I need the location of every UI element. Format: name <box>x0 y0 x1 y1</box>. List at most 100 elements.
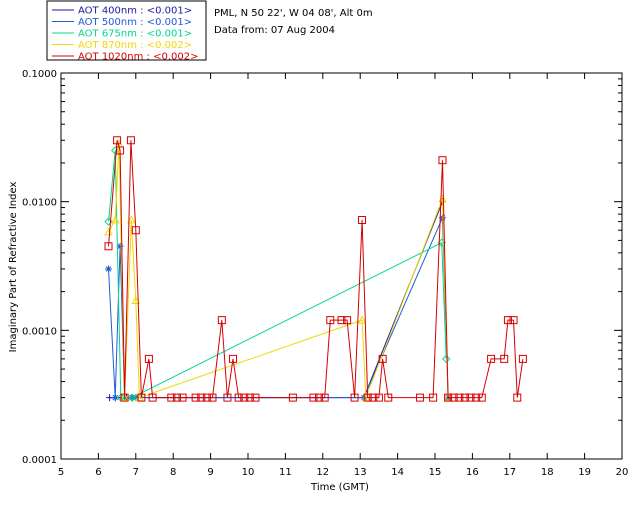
data-point <box>110 215 120 224</box>
data-point <box>466 393 475 402</box>
x-tick-label: 8 <box>170 467 176 478</box>
data-point <box>487 354 496 363</box>
data-point <box>111 146 120 155</box>
data-point <box>416 393 425 402</box>
data-point <box>320 393 329 402</box>
data-point <box>104 265 112 273</box>
data-point <box>503 316 512 325</box>
legend-item-1: AOT 400nm : <0.001> <box>52 6 192 17</box>
plot-frame <box>60 72 623 460</box>
data-point <box>513 393 522 402</box>
data-point <box>444 393 453 402</box>
y-axis-label: Imaginary Part of Refractive Index <box>8 182 19 353</box>
legend-items: AOT 400nm : <0.001>AOT 500nm : <0.001> AO… <box>52 6 198 63</box>
data-point <box>477 393 486 402</box>
legend-item-4: AOT 870nm : <0.002> <box>52 40 192 51</box>
legend-item-2: AOT 500nm : <0.001> <box>52 17 192 28</box>
data-point <box>116 146 125 155</box>
data-point <box>343 316 352 325</box>
data-point <box>518 354 527 363</box>
data-point <box>442 354 451 364</box>
x-tick-label: 12 <box>316 467 329 478</box>
x-tick-label: 11 <box>279 467 292 478</box>
x-tick-label: 16 <box>466 467 479 478</box>
series-line <box>108 217 449 399</box>
data-point <box>217 316 226 325</box>
data-point <box>460 393 469 402</box>
data-point <box>378 354 387 363</box>
legend: AOT 400nm : <0.001>AOT 500nm : <0.001> AO… <box>46 0 207 63</box>
data-point <box>315 393 324 402</box>
data-point <box>202 393 211 402</box>
data-point <box>104 227 113 236</box>
data-point <box>326 316 335 325</box>
data-point <box>223 393 232 402</box>
x-tick-label: 18 <box>541 467 554 478</box>
data-point <box>126 136 135 145</box>
data-point <box>240 393 249 402</box>
data-point <box>116 242 124 250</box>
x-tick-label: 10 <box>242 467 255 478</box>
data-point <box>337 316 346 325</box>
x-tick-label: 14 <box>391 467 404 478</box>
y-tick-label: 0.0001 <box>22 455 57 466</box>
data-point <box>172 393 181 402</box>
data-point <box>113 136 122 145</box>
series-3 <box>104 146 451 402</box>
axes: 5 6 7 8 9 10 11 12 13 14 15 16 17 18 19 20 0.0001 0.0010 0… <box>22 69 628 478</box>
data-point <box>197 393 206 402</box>
data-point <box>438 214 446 222</box>
data-point <box>500 354 509 363</box>
data-point <box>127 393 137 402</box>
data-point <box>357 315 367 324</box>
data-point <box>191 393 200 402</box>
series-line <box>108 140 524 399</box>
data-point <box>131 226 140 235</box>
series-layer <box>104 136 527 402</box>
data-point <box>131 296 141 304</box>
series-line <box>108 144 449 399</box>
y-tick-label: 0.0100 <box>22 198 57 209</box>
series-1 <box>106 198 446 402</box>
data-point <box>245 393 254 402</box>
data-point <box>350 393 359 402</box>
data-point <box>120 393 129 401</box>
data-point <box>137 393 146 402</box>
data-point <box>472 393 481 402</box>
series-line <box>108 150 447 399</box>
x-tick-label: 6 <box>95 467 101 478</box>
data-point <box>251 393 260 402</box>
data-point <box>126 215 136 224</box>
data-point <box>178 393 187 402</box>
legend-label: AOT 870nm : <0.002> <box>78 40 192 51</box>
x-tick-label: 20 <box>616 467 629 478</box>
data-point <box>363 393 372 402</box>
data-point <box>384 393 393 402</box>
x-tick-label: 17 <box>503 467 516 478</box>
data-point <box>167 393 176 402</box>
legend-label: AOT 1020nm : <0.002> <box>78 52 198 63</box>
legend-item-5: AOT 1020nm : <0.002> <box>52 52 198 63</box>
data-point <box>429 393 438 402</box>
x-axis-label: Time (GMT) <box>310 482 369 493</box>
data-point <box>229 354 238 363</box>
data-point <box>144 354 153 363</box>
x-tick-label: 15 <box>429 467 442 478</box>
x-tick-label: 5 <box>58 467 64 478</box>
series-line <box>109 201 443 399</box>
y-tick-label: 0.0010 <box>22 326 57 337</box>
data-point <box>455 393 464 402</box>
data-point <box>111 394 119 402</box>
data-point <box>449 393 458 402</box>
data-point <box>120 393 129 402</box>
data-point <box>374 393 383 402</box>
data-point <box>309 393 318 402</box>
location-info: PML, N 50 22', W 04 08', Alt 0m <box>214 8 373 19</box>
x-tick-label: 19 <box>578 467 591 478</box>
series-4 <box>104 139 453 401</box>
data-point <box>234 393 243 402</box>
data-point <box>288 393 297 402</box>
data-point <box>358 216 367 225</box>
legend-box <box>46 0 207 61</box>
